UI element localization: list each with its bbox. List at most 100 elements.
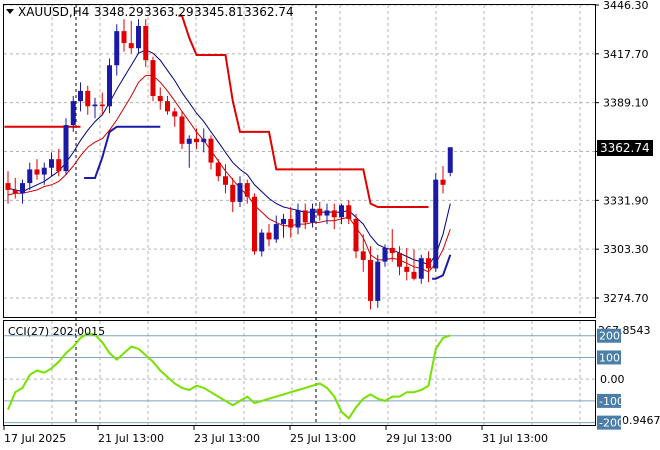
candle-body — [78, 90, 83, 102]
candle[interactable] — [418, 254, 424, 284]
candle[interactable] — [382, 244, 388, 267]
candle[interactable] — [20, 179, 25, 204]
candle[interactable] — [172, 107, 178, 127]
candle[interactable] — [92, 97, 98, 119]
candle[interactable] — [404, 247, 410, 281]
price-label: 3446.30 — [603, 0, 649, 12]
price-label: 3331.90 — [603, 194, 649, 207]
candle[interactable] — [56, 148, 62, 177]
high-value: 3363.29 — [144, 5, 194, 19]
candle-body — [382, 247, 388, 262]
candle[interactable] — [12, 177, 18, 199]
candle[interactable] — [237, 176, 243, 207]
triangle-down-icon[interactable] — [6, 9, 14, 14]
time-axis[interactable]: 17 Jul 2025 21 Jul 13:00 23 Jul 13:00 25 Ju… — [3, 426, 548, 445]
candle[interactable] — [223, 164, 228, 194]
candle-body — [244, 183, 250, 197]
candle[interactable] — [266, 224, 272, 247]
time-label: 21 Jul 13:00 — [98, 432, 164, 445]
candle[interactable] — [259, 229, 265, 257]
cci-level-label: -100 — [599, 395, 624, 408]
candle[interactable] — [165, 96, 170, 115]
candle[interactable] — [288, 206, 294, 238]
candle-body — [389, 247, 395, 254]
cci-indicator — [7, 332, 451, 420]
candle[interactable] — [346, 200, 352, 225]
candle-body — [418, 258, 424, 279]
candle-body — [49, 159, 54, 168]
candle[interactable] — [426, 251, 431, 283]
candle[interactable] — [295, 203, 301, 235]
candle-body — [259, 232, 265, 252]
candle[interactable] — [310, 203, 315, 228]
cci-level-label: 100 — [599, 351, 620, 364]
candle[interactable] — [447, 147, 453, 177]
candle[interactable] — [411, 249, 417, 281]
candle[interactable] — [85, 85, 91, 115]
candle-body — [114, 31, 120, 66]
time-label: 29 Jul 13:00 — [386, 432, 452, 445]
candle[interactable] — [63, 118, 69, 175]
candle[interactable] — [317, 201, 323, 221]
candle[interactable] — [215, 159, 221, 182]
candle[interactable] — [331, 203, 337, 230]
candle[interactable] — [230, 177, 236, 213]
candle[interactable] — [157, 87, 163, 110]
candle-body — [121, 31, 127, 44]
red-moving-average — [7, 75, 451, 273]
price-label: 3389.10 — [603, 97, 649, 110]
cci-title: CCI(27) 202.0015 — [8, 325, 105, 338]
candle[interactable] — [324, 203, 330, 225]
candle[interactable] — [128, 20, 134, 54]
current-price-badge — [597, 140, 653, 156]
candle[interactable] — [136, 19, 141, 54]
candle[interactable] — [27, 162, 33, 190]
candle[interactable] — [114, 24, 120, 76]
candle[interactable] — [273, 215, 279, 243]
candle[interactable] — [41, 162, 47, 185]
candle-body — [20, 183, 25, 194]
candle[interactable] — [201, 128, 207, 153]
candle[interactable] — [150, 56, 156, 102]
candle[interactable] — [389, 229, 395, 262]
candle[interactable] — [375, 254, 381, 308]
candle[interactable] — [440, 166, 446, 194]
candle[interactable] — [78, 82, 83, 112]
candle-body — [252, 196, 257, 252]
candle[interactable] — [34, 159, 40, 180]
candle-body — [12, 189, 18, 194]
candle[interactable] — [368, 246, 373, 310]
candle[interactable] — [281, 213, 286, 238]
candle[interactable] — [397, 246, 402, 276]
current-price-marker: 3362.74 — [597, 140, 653, 156]
candle[interactable] — [5, 171, 11, 204]
candle[interactable] — [252, 193, 257, 255]
candle-body — [433, 179, 439, 269]
candle[interactable] — [433, 172, 439, 272]
candle[interactable] — [302, 203, 308, 230]
candle-body — [201, 138, 207, 143]
candle-body — [339, 205, 344, 218]
candle[interactable] — [186, 135, 192, 168]
price-label: 3303.30 — [603, 243, 649, 256]
candle[interactable] — [208, 135, 214, 170]
time-label: 25 Jul 13:00 — [290, 432, 356, 445]
candle[interactable] — [339, 203, 344, 225]
candle[interactable] — [107, 58, 112, 114]
candle[interactable] — [143, 19, 149, 67]
candle-body — [273, 224, 279, 240]
candle[interactable] — [121, 19, 127, 52]
candle[interactable] — [179, 111, 185, 149]
candle[interactable] — [70, 96, 76, 132]
candle-body — [346, 205, 352, 219]
candle[interactable] — [99, 92, 105, 115]
candle-body — [85, 90, 91, 107]
candle[interactable] — [360, 234, 366, 272]
stop-line-lower — [84, 125, 161, 179]
candles[interactable] — [5, 19, 453, 310]
candle[interactable] — [244, 179, 250, 204]
candle[interactable] — [49, 152, 54, 177]
candle[interactable] — [353, 213, 359, 259]
candle[interactable] — [194, 128, 199, 149]
